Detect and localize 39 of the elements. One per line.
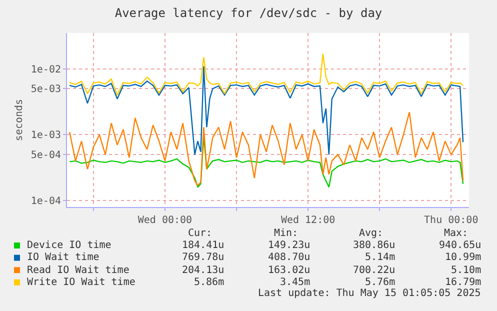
line-series xyxy=(68,66,464,156)
text: 5.86m xyxy=(194,277,224,288)
legend-label: Device IO time xyxy=(27,240,112,251)
y-tick-label: 1e-04 xyxy=(30,196,61,208)
text: Avg: xyxy=(359,228,384,239)
text: 940.65u xyxy=(439,240,482,251)
legend-label: Read IO Wait time xyxy=(27,265,130,276)
y-axis-title: seconds xyxy=(14,98,25,142)
text: 10.99m xyxy=(445,252,482,263)
y-tick-label: 1e-03 xyxy=(30,130,61,142)
line-series xyxy=(68,112,464,186)
text: 5.76m xyxy=(365,277,396,288)
line-series xyxy=(68,136,464,188)
text: 149.23u xyxy=(268,240,310,251)
text: Min: xyxy=(274,228,298,239)
text: 204.13u xyxy=(182,265,224,276)
text: 380.86u xyxy=(353,240,396,251)
line-series xyxy=(68,53,464,96)
text: Cur: xyxy=(188,228,212,239)
x-tick-label: Thu 00:00 xyxy=(424,215,478,226)
text: 3.45m xyxy=(280,277,310,288)
legend-label: Write IO Wait time xyxy=(27,277,136,288)
text: 5.14m xyxy=(365,252,396,263)
text: 184.41u xyxy=(182,240,224,251)
text: 700.22u xyxy=(353,265,396,276)
text: 408.70u xyxy=(268,252,310,263)
chart-title: Average latency for /dev/sdc - by day xyxy=(114,6,382,20)
text: 5.10m xyxy=(451,265,482,276)
y-tick-label: 5e-03 xyxy=(30,84,61,96)
text: Last update: Thu May 15 01:05:05 2025 xyxy=(258,288,481,299)
text: 163.02u xyxy=(268,265,310,276)
text: 16.79m xyxy=(445,277,482,288)
text: Max: xyxy=(444,228,468,239)
x-tick-label: Wed 12:00 xyxy=(280,215,336,226)
legend-label: IO Wait time xyxy=(27,252,100,263)
y-tick-label: 1e-02 xyxy=(30,64,61,76)
x-tick-label: Wed 00:00 xyxy=(138,215,192,226)
y-tick-label: 5e-04 xyxy=(30,150,61,162)
text: 769.78u xyxy=(182,252,224,263)
